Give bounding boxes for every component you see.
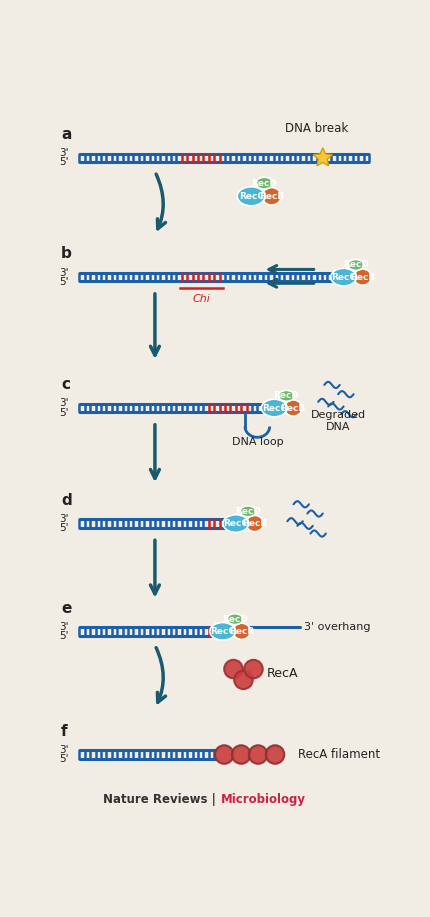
Ellipse shape: [237, 187, 265, 205]
Text: RecB: RecB: [229, 627, 254, 635]
Text: 3': 3': [59, 745, 69, 755]
Circle shape: [249, 746, 267, 764]
Text: 5': 5': [59, 631, 69, 641]
Text: RecD: RecD: [343, 260, 369, 270]
Text: c: c: [61, 377, 70, 392]
Text: 5': 5': [59, 158, 69, 168]
Ellipse shape: [240, 506, 256, 517]
Ellipse shape: [233, 624, 250, 639]
Text: e: e: [61, 601, 71, 615]
Text: 3': 3': [59, 149, 69, 158]
Text: RecB: RecB: [259, 192, 284, 201]
Ellipse shape: [255, 177, 273, 189]
Text: 5': 5': [59, 524, 69, 533]
Text: 3': 3': [59, 622, 69, 632]
Text: RecD: RecD: [235, 507, 261, 516]
Text: 5': 5': [59, 754, 69, 764]
Text: Chi: Chi: [192, 294, 210, 304]
Text: RecB: RecB: [242, 519, 267, 528]
Ellipse shape: [354, 269, 372, 285]
Circle shape: [232, 746, 250, 764]
Text: RecD: RecD: [252, 179, 277, 188]
Circle shape: [244, 660, 263, 679]
Circle shape: [266, 746, 284, 764]
Circle shape: [224, 660, 243, 679]
Text: Nature Reviews |: Nature Reviews |: [103, 792, 220, 806]
Text: RecB: RecB: [350, 272, 375, 282]
Text: Degraded
DNA: Degraded DNA: [310, 410, 366, 432]
Ellipse shape: [223, 514, 249, 533]
Text: 3': 3': [59, 268, 69, 278]
Text: RecD: RecD: [273, 392, 299, 401]
Text: RecC: RecC: [331, 272, 356, 282]
Text: RecA filament: RecA filament: [298, 748, 380, 761]
Ellipse shape: [278, 391, 295, 402]
Text: RecB: RecB: [281, 403, 306, 413]
Text: RecC: RecC: [223, 519, 248, 528]
Text: DNA loop: DNA loop: [231, 437, 283, 447]
Ellipse shape: [261, 399, 287, 417]
Text: a: a: [61, 127, 71, 142]
Text: Microbiology: Microbiology: [220, 792, 305, 806]
Text: b: b: [61, 247, 72, 261]
Text: RecC: RecC: [210, 627, 235, 635]
Text: 3': 3': [59, 514, 69, 524]
Text: 3': 3': [59, 398, 69, 408]
Text: DNA break: DNA break: [285, 122, 348, 135]
Ellipse shape: [227, 613, 243, 624]
Ellipse shape: [210, 623, 236, 640]
Text: RecC: RecC: [239, 192, 264, 201]
Text: RecD: RecD: [222, 614, 248, 624]
Text: 3' overhang: 3' overhang: [304, 623, 371, 633]
Ellipse shape: [347, 260, 364, 271]
Circle shape: [215, 746, 233, 764]
Text: f: f: [61, 724, 68, 739]
Ellipse shape: [331, 269, 356, 286]
Text: 5': 5': [59, 408, 69, 417]
Text: RecC: RecC: [262, 403, 287, 413]
Polygon shape: [313, 148, 332, 166]
Ellipse shape: [284, 400, 302, 416]
Text: RecA: RecA: [267, 668, 298, 680]
Circle shape: [234, 670, 253, 689]
Text: 5': 5': [59, 277, 69, 287]
Ellipse shape: [246, 515, 264, 532]
Text: d: d: [61, 492, 72, 508]
Ellipse shape: [262, 187, 281, 205]
